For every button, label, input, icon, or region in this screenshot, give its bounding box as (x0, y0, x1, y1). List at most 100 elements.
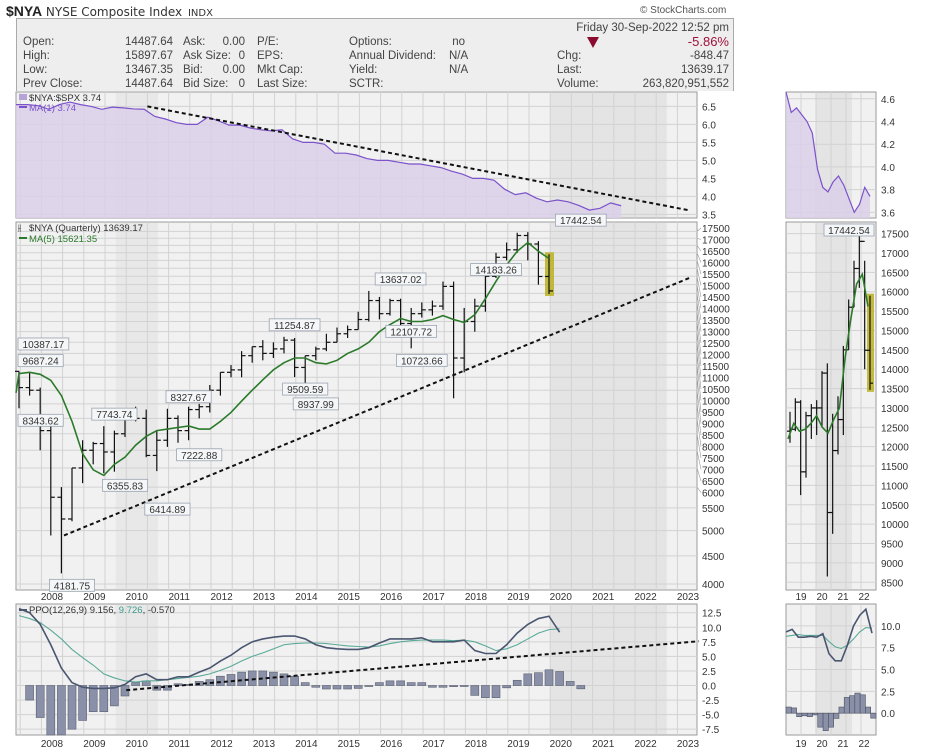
ppo-tick-label: -7.5 (702, 725, 720, 736)
ohlc-bar (258, 340, 267, 361)
ppo-inset-histogram-bar (849, 695, 856, 714)
price-tick-label: 6000 (702, 489, 725, 500)
annotation-box (49, 578, 96, 592)
x-tick-label: 2008 (41, 592, 64, 603)
price-annotation: 8327.67 (165, 390, 212, 404)
low-value: 13467.35 (125, 64, 173, 76)
area-legend-icon (19, 94, 27, 100)
index-name: NYSE Composite Index (45, 5, 183, 19)
ppo-inset-tick-label: 10.0 (881, 622, 901, 633)
inset-ma5-line (787, 272, 869, 440)
ppo-histogram-bar (491, 685, 501, 699)
shade-band (550, 223, 667, 589)
price-tick-label: 13000 (702, 328, 730, 339)
ppo-histogram-bar (110, 685, 119, 707)
price-tick-leader (696, 467, 702, 482)
x-tick-label: 2009 (83, 592, 106, 603)
ppo-histogram-bar (353, 685, 363, 689)
price-inset-tick-label: 13500 (881, 385, 909, 396)
ratio-tick-label: 6.0 (702, 120, 716, 131)
ppo-histogram-bar (470, 685, 480, 696)
ppo-inset-histogram-bar (806, 712, 813, 717)
ppo-histogram-bar (417, 682, 427, 686)
x-tick-label: 2019 (507, 592, 530, 603)
ppo-line (18, 607, 561, 690)
price-inset-tick-label: 12500 (881, 423, 909, 434)
ratio-inset-tick-label: 4.6 (881, 95, 895, 106)
ohlc-bar (57, 487, 66, 574)
price-tick-label: 9000 (702, 420, 725, 431)
annotation-text: 7743.74 (96, 410, 133, 421)
ppo-inset-histogram-bar (812, 712, 819, 716)
price-tick-leader (696, 268, 702, 286)
ratio-legend: $NYA:$SPX 3.74 MA(1) 3.74 (19, 93, 101, 114)
price-legend-title: $NYA (Quarterly) 13639.17 (29, 223, 143, 234)
price-tick-label: 8500 (702, 431, 725, 442)
price-annotation: 12107.72 (385, 324, 437, 338)
bid-value: 0.00 (222, 64, 245, 76)
price-tick-label: 17500 (702, 224, 730, 235)
inset-x-tick-label: 19 (795, 739, 807, 750)
chart-title: $NYA NYSE Composite Index INDX (6, 3, 213, 19)
price-tick-label: 11500 (702, 362, 730, 373)
annotation-box (282, 382, 329, 396)
last-value: 13639.17 (681, 64, 729, 76)
percent-change: -5.86% (687, 34, 729, 49)
price-tick-leader (696, 252, 702, 263)
x-tick-label: 2017 (422, 739, 445, 750)
price-inset-tick-label: 16500 (881, 268, 909, 279)
ppo-tick-label: 10.0 (702, 623, 722, 634)
inset-x-tick-label: 19 (795, 592, 807, 603)
open-value: 14487.64 (125, 36, 173, 48)
price-legend: ⫲ $NYA (Quarterly) 13639.17 MA(5) 15621.… (18, 223, 143, 245)
x-tick-label: 2014 (295, 739, 318, 750)
price-annotation: 6414.89 (144, 502, 191, 516)
annotation-box (144, 502, 191, 516)
ppo-histogram-bar (565, 681, 575, 686)
price-tick-label: 10500 (702, 385, 730, 396)
price-inset-tick-label: 17500 (881, 230, 909, 241)
x-tick-label: 2010 (126, 592, 149, 603)
ohlc-bar (237, 351, 246, 378)
ohlc-bar (513, 232, 522, 253)
price-tick-label: 16000 (702, 259, 730, 270)
price-tick-leader (696, 245, 702, 252)
ppo-tick-label: 12.5 (702, 609, 722, 620)
x-tick-label: 2013 (253, 592, 276, 603)
ppo-legend-text: PPO(12,26,9) 9.156, 9.726, -0.570 (29, 605, 175, 616)
ohlc-bar (343, 325, 352, 338)
ratio-inset-tick-label: 3.6 (881, 208, 895, 219)
x-tick-label: 2020 (550, 739, 573, 750)
price-annotation: 7222.88 (176, 448, 223, 462)
line-legend-icon (19, 106, 27, 108)
price-tick-leader (696, 321, 702, 355)
ppo-inset-histogram-bar (854, 692, 861, 714)
price-tick-label: 10000 (702, 397, 730, 408)
x-tick-label: 2020 (550, 592, 573, 603)
volume-label: Volume: (557, 78, 599, 90)
ask-value: 0.00 (222, 36, 245, 48)
ppo-inset-histogram-bar (859, 694, 866, 714)
ohlc-bar (78, 440, 87, 484)
price-tick-label: 14500 (702, 293, 730, 304)
annotation-text: 12107.72 (390, 327, 432, 338)
price-tick-label: 7500 (702, 454, 725, 465)
sctr-label: SCTR: (349, 78, 384, 90)
price-tick-label: 4500 (702, 552, 725, 563)
ppo-inset-histogram-bar (822, 712, 829, 731)
ohlc-bar (449, 281, 458, 399)
inset-x-tick-label: 20 (816, 739, 828, 750)
ratio-tick-label: 6.5 (702, 102, 716, 113)
ppo-histogram-bar (131, 682, 140, 686)
price-annotation: 7743.74 (91, 407, 138, 421)
ratio-inset-area (786, 92, 870, 218)
x-tick-label: 2016 (380, 739, 403, 750)
annotation-box (17, 354, 64, 368)
price-annotation: 13637.02 (374, 272, 427, 286)
price-tick-leader (696, 353, 702, 390)
ohlc-bar (227, 365, 235, 378)
price-inset-tick-label: 9500 (881, 540, 904, 551)
annotation-box (555, 213, 607, 227)
ohlc-bar (152, 430, 161, 472)
